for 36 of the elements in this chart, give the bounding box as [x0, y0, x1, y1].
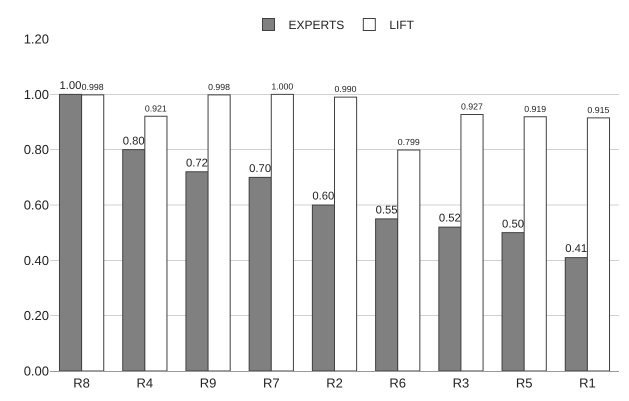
- data-label: 0.915: [587, 104, 610, 115]
- y-tick-label: 0.00: [24, 364, 49, 379]
- data-label: 0.80: [122, 135, 145, 148]
- data-label: 0.927: [460, 102, 484, 112]
- y-tick-label: 0.80: [24, 142, 49, 158]
- data-label: 0.41: [565, 243, 588, 256]
- data-label: 0.50: [502, 218, 524, 230]
- data-label: 0.60: [312, 190, 334, 203]
- x-tick-label: R9: [200, 376, 216, 391]
- data-label: 0.998: [82, 82, 104, 92]
- y-tick-label: 0.40: [24, 252, 49, 268]
- x-tick-label: R2: [326, 376, 343, 391]
- data-label: 0.919: [524, 104, 546, 114]
- x-tick-label: R5: [516, 376, 532, 391]
- legend-label: EXPERTS: [288, 18, 344, 32]
- y-tick-label: 0.20: [24, 308, 49, 324]
- data-label: 0.72: [186, 157, 208, 170]
- x-tick-label: R4: [136, 376, 154, 391]
- data-label: 1.000: [271, 81, 294, 92]
- x-tick-label: R6: [389, 376, 406, 391]
- data-label: 0.799: [398, 137, 420, 148]
- data-label: 0.55: [376, 204, 398, 216]
- data-label: 0.990: [334, 84, 357, 94]
- x-tick-label: R7: [262, 376, 280, 391]
- data-label: 0.998: [208, 82, 230, 92]
- y-tick-label: 1.00: [24, 86, 49, 102]
- x-tick-label: R3: [452, 376, 470, 391]
- y-tick-label: 1.20: [24, 32, 49, 47]
- x-tick-label: R8: [73, 376, 90, 391]
- data-label: 1.00: [59, 80, 82, 92]
- x-tick-label: R1: [579, 376, 596, 391]
- data-label: 0.921: [144, 103, 167, 114]
- y-tick-label: 0.60: [24, 198, 49, 213]
- data-label: 0.52: [438, 212, 461, 225]
- legend-label: LIFT: [389, 18, 415, 32]
- data-label: 0.70: [249, 162, 272, 175]
